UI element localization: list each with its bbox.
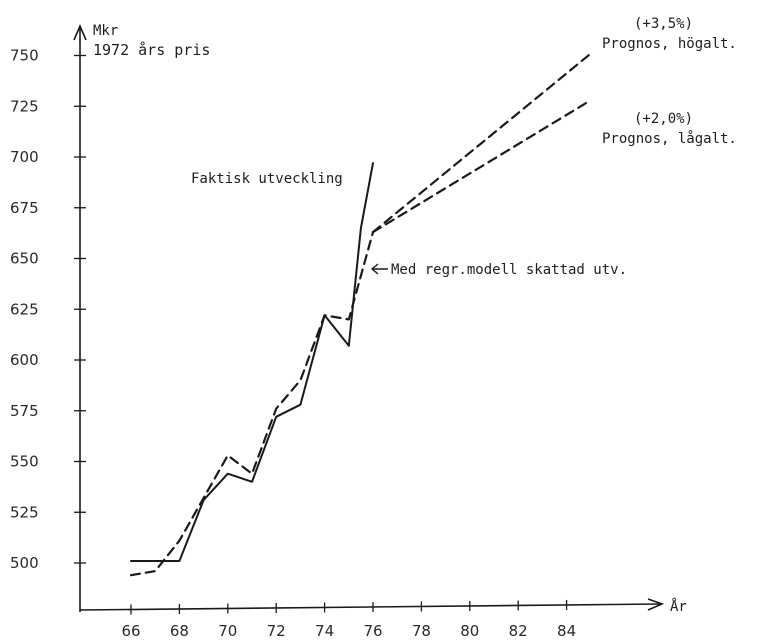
y-tick-label: 550 — [10, 453, 39, 471]
x-tick-label: 84 — [557, 622, 576, 640]
y-ticks: 500 525 550 575 600 625 650 675 700 725 750 — [10, 47, 86, 572]
x-tick-label: 72 — [267, 622, 286, 640]
high-forecast-label: Prognos, högalt. — [602, 36, 737, 52]
y-tick-label: 650 — [10, 250, 39, 268]
model-series-label: Med regr.modell skattad utv. — [391, 262, 627, 278]
series-line-3 — [371, 52, 592, 234]
x-axis-arrow-icon — [647, 598, 665, 611]
x-axis — [79, 603, 661, 611]
x-tick-label: 66 — [121, 622, 140, 640]
low-forecast-label: Prognos, lågalt. — [602, 130, 737, 147]
series-line-4 — [371, 99, 592, 234]
x-tick-label: 76 — [363, 622, 382, 640]
axes — [73, 23, 665, 612]
x-tick-label: 82 — [509, 622, 528, 640]
model-annotation: Med regr.modell skattad utv. — [370, 262, 627, 278]
x-tick-label: 68 — [170, 622, 189, 640]
y-tick-label: 700 — [10, 148, 39, 166]
high-forecast-pct: (+3,5%) — [634, 16, 693, 32]
y-tick-label: 750 — [10, 47, 39, 65]
x-tick-label: 74 — [315, 622, 334, 640]
y-tick-label: 525 — [10, 503, 39, 521]
y-tick-label: 500 — [10, 554, 39, 572]
y-tick-label: 725 — [10, 97, 39, 115]
y-axis-unit-label: Mkr — [93, 23, 118, 39]
y-tick-label: 675 — [10, 199, 39, 217]
series-layer — [129, 52, 592, 577]
low-forecast-pct: (+2,0%) — [634, 111, 693, 127]
arrow-left-icon — [370, 263, 388, 275]
x-tick-label: 80 — [460, 622, 479, 640]
y-tick-label: 575 — [10, 402, 39, 420]
x-tick-label: 70 — [218, 622, 237, 640]
series-line-1 — [130, 162, 374, 562]
y-axis-arrow-icon — [73, 23, 87, 41]
x-ticks: 66 68 70 72 74 76 78 80 82 84 — [121, 599, 576, 640]
x-tick-label: 78 — [412, 622, 431, 640]
actual-series-label: Faktisk utveckling — [191, 171, 343, 187]
series-line-2 — [129, 231, 375, 577]
y-tick-label: 600 — [10, 351, 39, 369]
y-axis-unit-sublabel: 1972 års pris — [93, 41, 210, 59]
y-tick-label: 625 — [10, 300, 39, 318]
x-axis-unit-label: År — [670, 598, 687, 615]
